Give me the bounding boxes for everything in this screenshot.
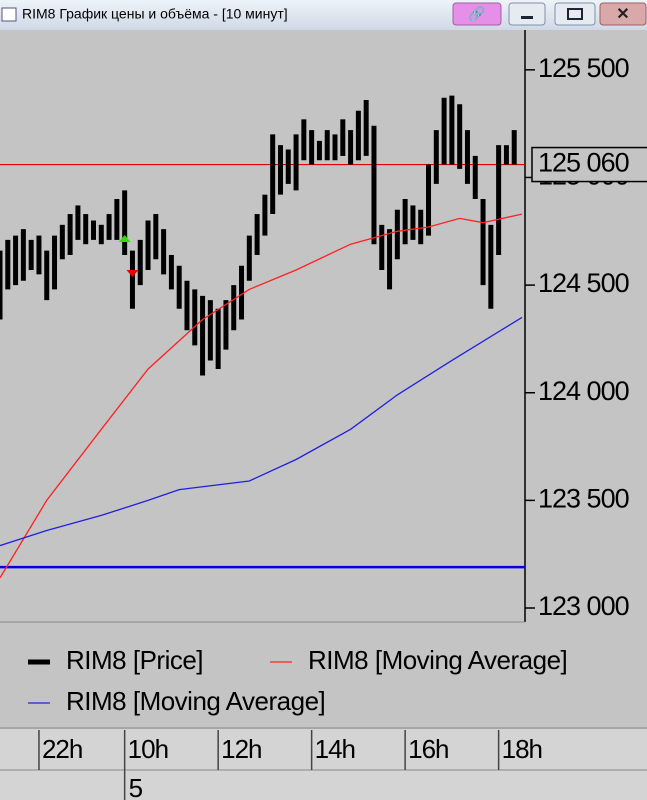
price-box-label: 125 060: [538, 148, 629, 178]
x-tick-label: 18h: [502, 734, 542, 764]
x-tick-label: 12h: [221, 734, 261, 764]
legend-label: RIM8 [Moving Average]: [66, 686, 325, 716]
plot-area: [0, 30, 525, 622]
y-tick-label: 124 500: [538, 268, 629, 298]
legend-label: RIM8 [Price]: [66, 645, 203, 675]
link-icon: 🔗: [468, 5, 486, 23]
legend-label: RIM8 [Moving Average]: [308, 645, 567, 675]
x-tick-label: 16h: [408, 734, 448, 764]
close-button[interactable]: [599, 2, 647, 26]
maximize-button[interactable]: [554, 2, 596, 26]
moving-average: [0, 316, 523, 547]
link-button[interactable]: [452, 2, 502, 26]
y-tick-label: 124 000: [538, 376, 629, 406]
window-icon: [1, 7, 17, 22]
x-tick-label: 22h: [42, 734, 82, 764]
moving-average: [0, 213, 523, 579]
date-tick-label: 5: [129, 773, 143, 800]
y-tick-label: 123 500: [538, 483, 629, 513]
maximize-icon: [567, 8, 583, 20]
x-tick-label: 14h: [315, 734, 355, 764]
window-title: RIM8 График цены и объёма - [10 минут]: [22, 6, 288, 22]
minimize-icon: [521, 16, 533, 19]
signal-marker: [118, 235, 131, 243]
price-box: [531, 146, 647, 183]
close-icon: ✕: [616, 6, 629, 23]
time-axis: [0, 729, 647, 800]
signal-marker: [126, 270, 139, 278]
plot: [0, 95, 525, 579]
x-tick-label: 10h: [128, 734, 168, 764]
minimize-button[interactable]: [508, 2, 546, 26]
y-tick-label: 123 000: [538, 591, 629, 621]
y-tick-label: 125 500: [538, 53, 629, 83]
